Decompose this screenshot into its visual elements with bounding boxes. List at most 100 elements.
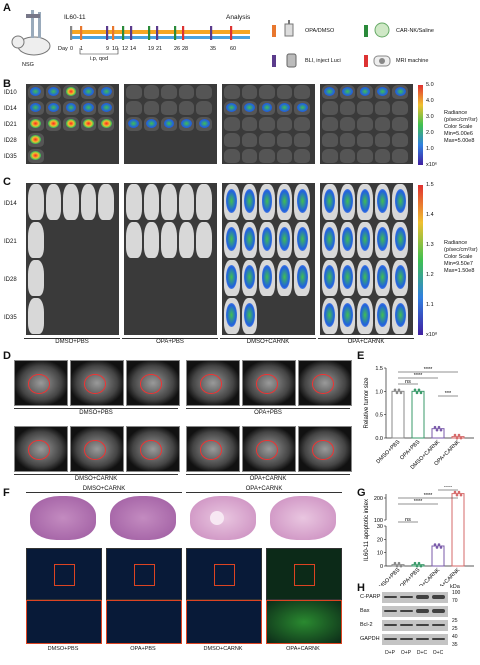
- tumor-outline: [312, 374, 334, 394]
- mouse: [392, 85, 408, 99]
- blot-band: [384, 623, 397, 627]
- group-label: DMSO+CARNK: [220, 338, 316, 345]
- blot-band: [416, 609, 429, 613]
- mouse: [259, 101, 275, 115]
- blot-band: [432, 624, 445, 626]
- mouse: [45, 184, 62, 220]
- mouse: [339, 184, 356, 220]
- timeline-marker: [70, 26, 73, 40]
- mouse: [339, 149, 356, 163]
- tumor-signal: [145, 119, 157, 129]
- tumor-signal: [83, 103, 95, 113]
- mouse: [161, 184, 177, 220]
- mouse: [196, 117, 212, 131]
- blot-band: [384, 595, 397, 599]
- tumor-signal: [226, 227, 238, 251]
- western-blot: kDa C-PARP Bax Bcl-2 GAPDH 100 70 25 25 40 35 D+P O+…: [360, 584, 480, 665]
- zoom-box: [213, 564, 235, 586]
- mouse: [178, 222, 195, 258]
- data-point: [455, 493, 459, 497]
- mouse: [224, 117, 240, 131]
- tumor-signal: [243, 227, 255, 251]
- blot-strip: [382, 634, 448, 645]
- zoom-box: [133, 564, 155, 586]
- mouse: [28, 149, 44, 163]
- tumor-signal: [324, 189, 336, 213]
- y-tick-label: 10: [377, 551, 383, 557]
- data-point: [413, 561, 417, 565]
- tumor-signal: [296, 265, 308, 289]
- blot-row-label: Bcl-2: [360, 622, 373, 628]
- mri-slice: [186, 360, 240, 406]
- f-header-dmso: DMSO+CARNK: [26, 486, 182, 493]
- bli-row-label: ID35: [4, 154, 17, 160]
- kda-marker: 70: [452, 598, 458, 604]
- tumor-outline: [256, 374, 278, 394]
- tumor-signal: [341, 189, 353, 213]
- blot-row-label: GAPDH: [360, 636, 380, 642]
- timeline-axis: [70, 26, 250, 55]
- tumor-signal: [296, 189, 308, 213]
- data-point: [435, 546, 439, 549]
- bli-group-panel: [26, 84, 119, 164]
- timeline-marker: [130, 26, 133, 40]
- mouse: [294, 85, 310, 99]
- scale-text-line: Radiance: [444, 240, 468, 246]
- lane-label: O+C: [432, 650, 444, 656]
- tumor-outline: [140, 440, 162, 460]
- bli-b-images: [24, 84, 416, 164]
- significance-label: ns: [405, 379, 411, 385]
- bar: [431, 545, 445, 567]
- bar: [391, 390, 405, 439]
- bli-row-label: ID28: [4, 277, 17, 283]
- mouse: [339, 298, 356, 334]
- mouse: [241, 298, 258, 334]
- y-tick-label: 200: [374, 496, 383, 502]
- tumor-signal: [359, 303, 371, 327]
- carnk-legend-swatch: [364, 25, 368, 37]
- colorbar-tick: 1.0: [426, 146, 434, 152]
- y-tick-label: 1.5: [375, 366, 383, 372]
- data-point: [455, 436, 459, 440]
- mouse: [126, 117, 142, 131]
- mri-slice: [14, 426, 68, 472]
- data-point: [433, 543, 437, 546]
- mouse: [241, 85, 258, 99]
- bli-group-panel: [222, 183, 315, 335]
- mouse: [143, 184, 160, 220]
- tissue: [30, 496, 96, 540]
- mouse: [143, 85, 160, 99]
- tumor-signal: [296, 103, 308, 113]
- he-section: [30, 496, 96, 540]
- scale-text-line: Color Scale: [444, 124, 473, 130]
- tumor-signal: [341, 265, 353, 289]
- mouse: [98, 117, 114, 131]
- mri-slice: [242, 426, 296, 472]
- mouse: [196, 85, 212, 99]
- tumor-outline: [312, 440, 334, 460]
- y-tick-label: 20: [377, 537, 383, 543]
- kda-marker: 25: [452, 618, 458, 624]
- colorbar-tick: 1.5: [426, 182, 434, 188]
- colorbar-tick: 1.3: [426, 242, 434, 248]
- mouse: [98, 101, 114, 115]
- mouse: [178, 85, 195, 99]
- blot-band: [416, 637, 429, 641]
- tumor-signal: [359, 189, 371, 213]
- category-label: DMSO+PBS: [375, 439, 401, 465]
- bli-row-label: ID35: [4, 315, 17, 321]
- mouse: [178, 117, 195, 131]
- analysis-label: Analysis: [226, 14, 251, 21]
- mouse: [392, 133, 408, 147]
- colorbar-tick: 2.0: [426, 130, 434, 136]
- tumor-outline: [28, 440, 50, 460]
- mouse: [392, 101, 408, 115]
- data-point: [397, 388, 401, 392]
- timeline-marker: [112, 26, 115, 40]
- data-point: [435, 428, 439, 432]
- tumor-signal: [377, 303, 389, 327]
- blot-band: [432, 609, 445, 613]
- tumor-signal: [128, 119, 140, 129]
- mouse: [339, 117, 356, 131]
